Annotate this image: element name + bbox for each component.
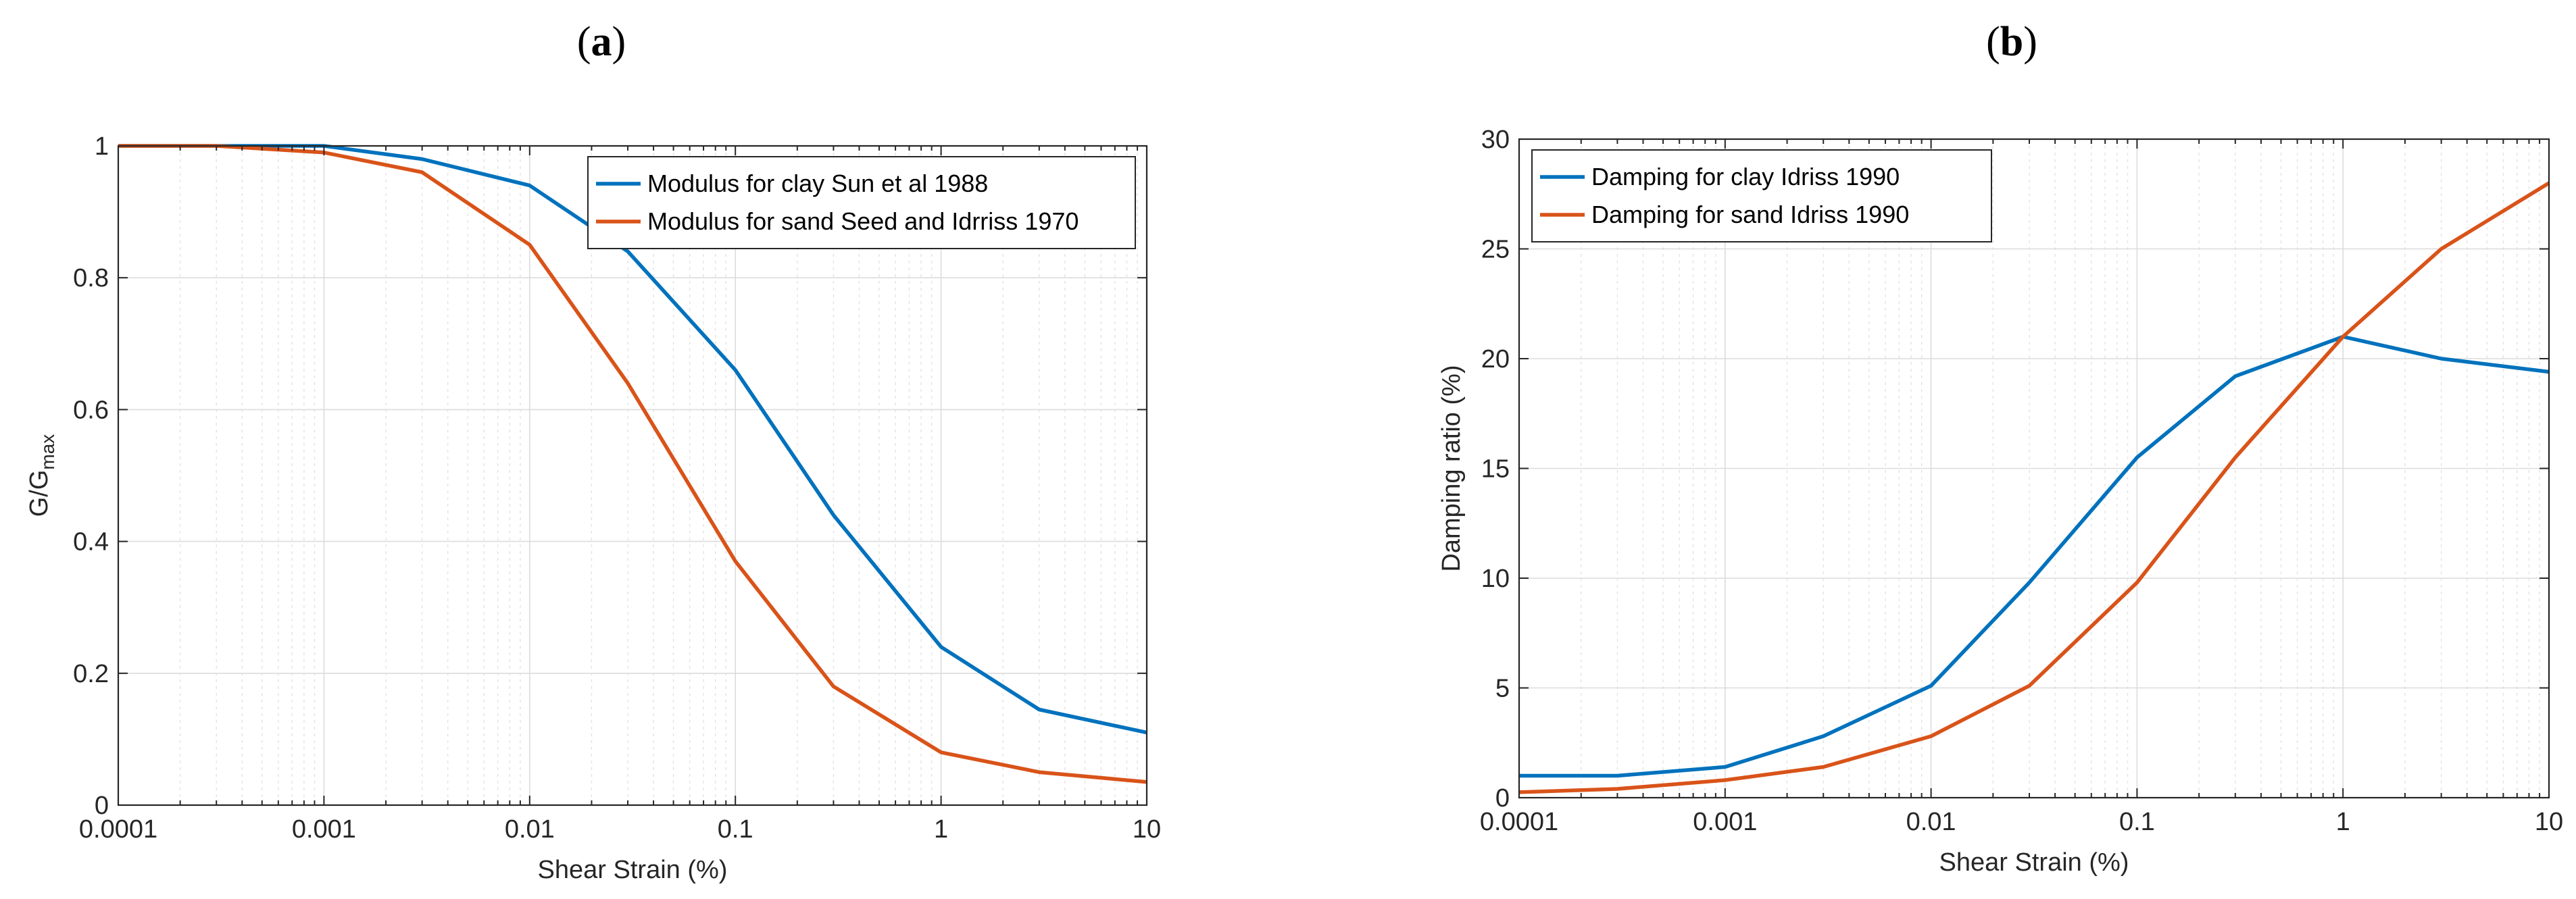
y-tick-label: 0.2 [73,660,109,688]
y-axis-label-main: G/G [25,470,53,517]
x-tick-label: 10 [2535,808,2563,836]
legend: Damping for clay Idriss 1990 Damping for … [1531,149,1992,242]
x-tick-label: 0.0001 [79,815,157,844]
series-line-clay [1519,334,2550,778]
series-line-sand [1518,181,2550,794]
panel-label-part: ( [1986,19,2000,65]
y-tick-label: 0.4 [73,528,109,557]
x-tick-label: 0.1 [2119,808,2155,836]
panel-label: (a) [577,19,626,65]
y-axis-label-subscript: max [37,434,58,470]
legend-label-sand: Modulus for sand Seed and Idrriss 1970 [647,207,1079,235]
y-tick-label: 30 [1481,126,1510,154]
panel-label-part: a [591,19,612,65]
y-axis-label: G/Gmax [25,434,58,517]
y-axis-label: Damping ratio (%) [1437,365,1466,571]
panel-label-part: b [2000,19,2023,65]
y-axis-label-main: Damping ratio (%) [1437,365,1466,571]
legend: Modulus for clay Sun et al 1988 Modulus f… [587,156,1136,249]
y-tick-label: 0.8 [73,264,109,292]
x-tick-label: 0.1 [718,815,753,844]
panel-label-part: ( [577,19,591,65]
panel-label: (b) [1986,19,2037,65]
legend-label-sand: Damping for sand Idriss 1990 [1591,201,1909,228]
x-tick-label: 0.001 [292,815,356,844]
legend-label-clay: Damping for clay Idriss 1990 [1591,163,1900,190]
x-tick-label: 0.01 [505,815,555,844]
y-tick-label: 15 [1481,455,1510,484]
series-line-sand [118,144,1147,784]
x-axis-label: Shear Strain (%) [1939,848,2129,877]
gridlines [118,145,1147,806]
y-tick-label: 10 [1481,565,1510,593]
x-axis-label: Shear Strain (%) [538,856,728,884]
legend-box [587,156,1136,249]
y-tick-label: 0 [95,792,109,820]
x-tick-label: 0.0001 [1480,808,1558,836]
panel-label-part: ) [2023,19,2037,65]
x-tick-label: 0.001 [1693,808,1757,836]
panel-label-part: ) [612,19,626,65]
y-tick-label: 1 [95,132,109,161]
x-tick-label: 1 [934,815,948,844]
legend-label-clay: Modulus for clay Sun et al 1988 [647,170,988,197]
y-tick-label: 0 [1495,784,1510,813]
y-tick-label: 5 [1495,675,1510,703]
y-tick-label: 25 [1481,236,1510,264]
y-tick-label: 20 [1481,345,1510,374]
chart-panel-a: (a) 0.0001 0.001 0.01 0.1 1 10 0 0.2 0.4 0.6 0.8 1 Sh… [25,19,1161,884]
x-tick-label: 10 [1133,815,1161,844]
legend-box [1531,149,1992,242]
chart-panel-b: (b) 0.0001 0.001 0.01 0.1 1 10 0 5 10 15 20 25 30 Shea… [1437,19,2563,877]
axes-box [117,145,1148,806]
x-tick-label: 1 [2336,808,2350,836]
y-tick-label: 0.6 [73,396,109,424]
x-tick-label: 0.01 [1906,808,1956,836]
